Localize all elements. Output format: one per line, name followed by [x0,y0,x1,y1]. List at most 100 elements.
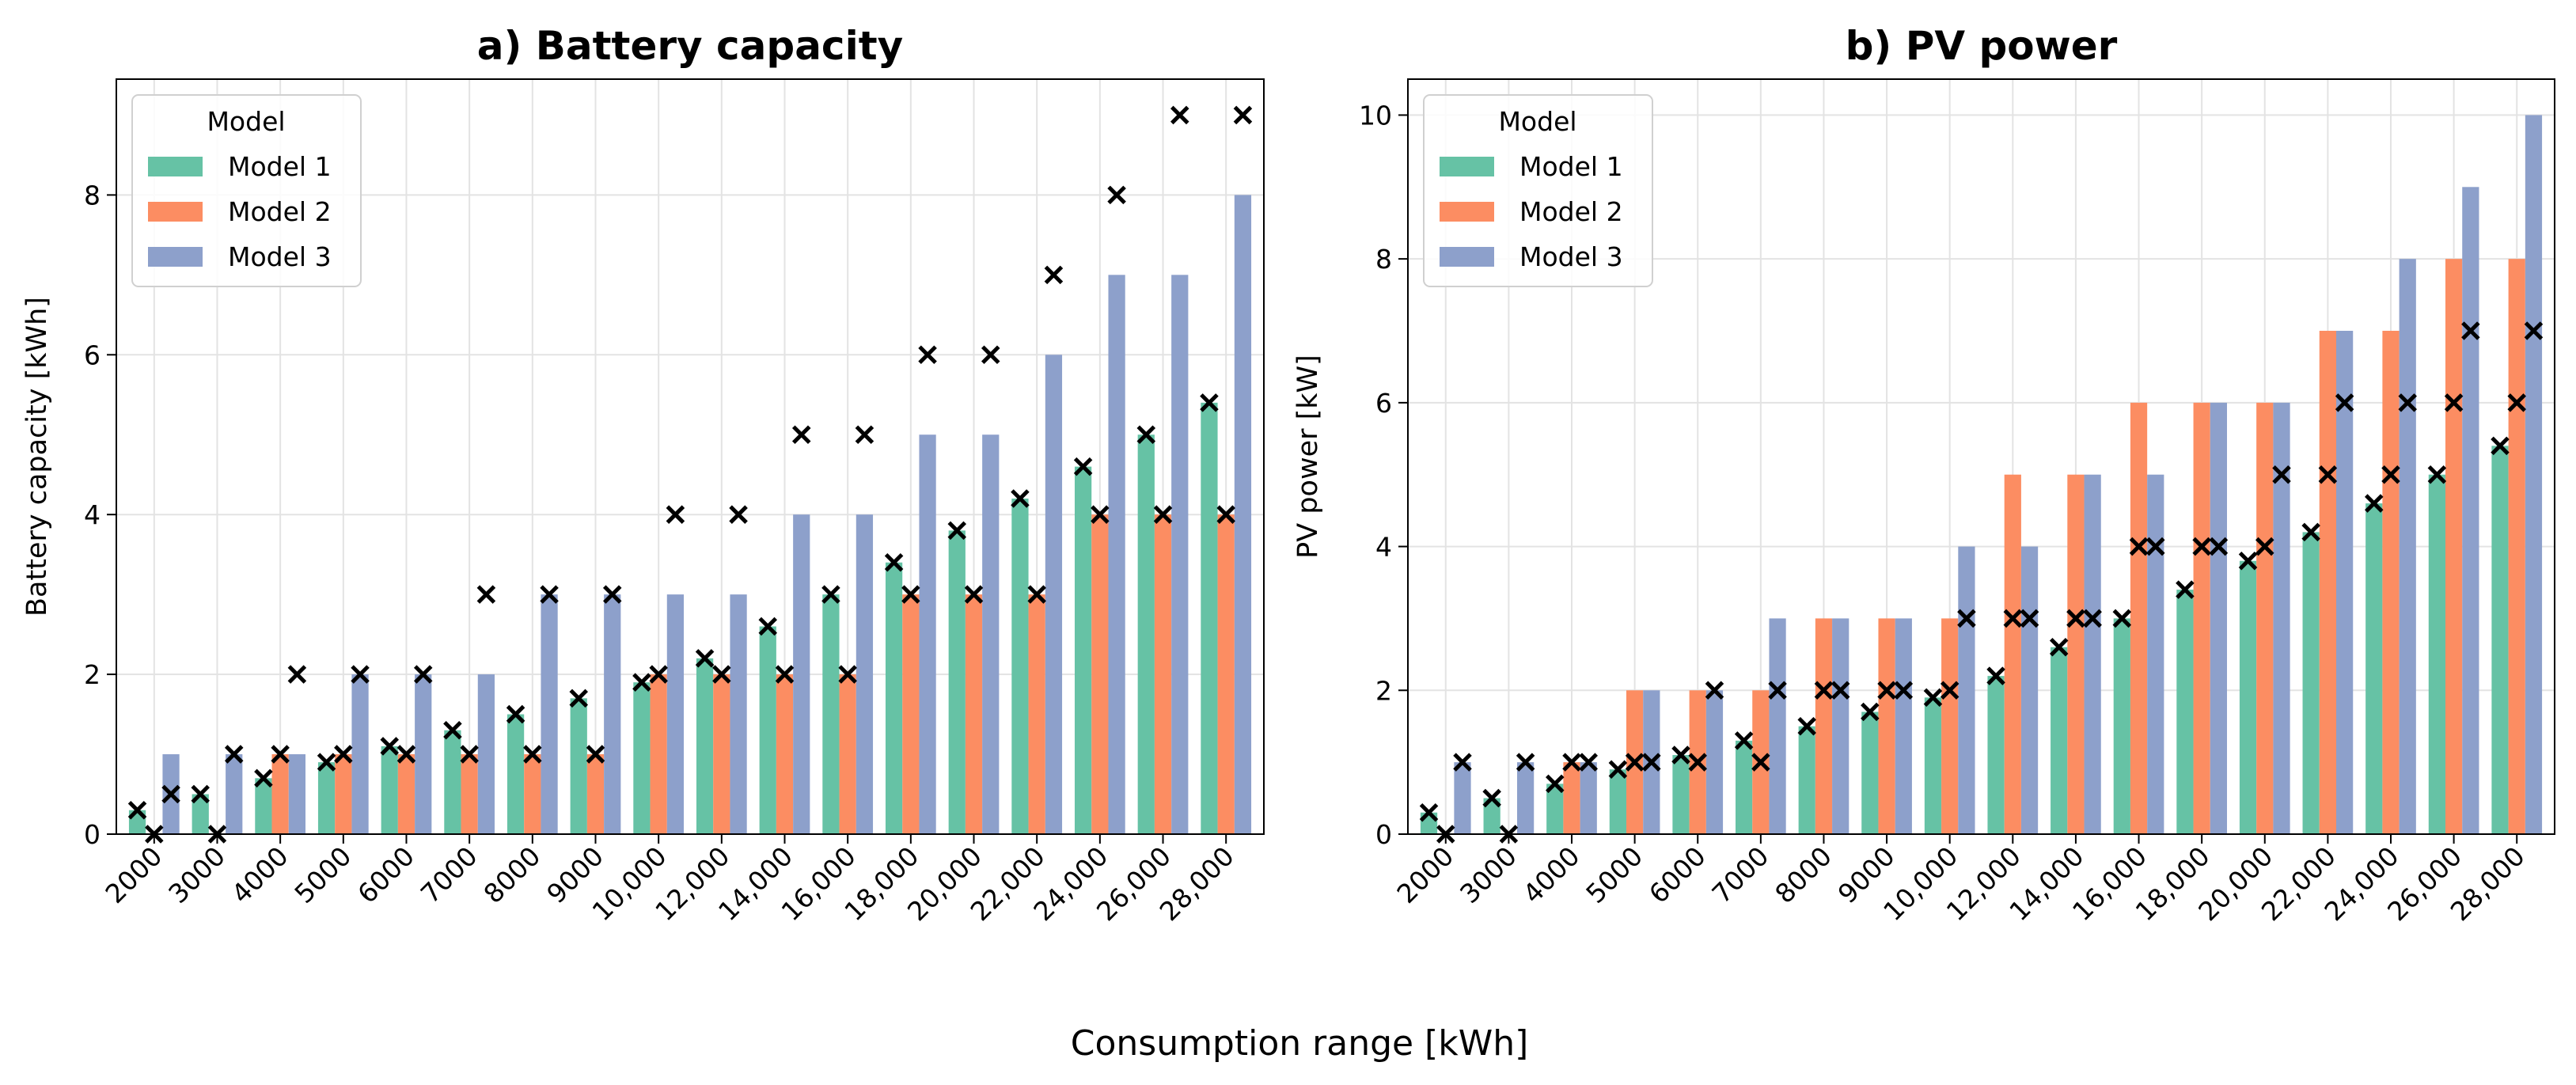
x-marker [1768,681,1787,700]
bar [226,754,243,834]
x-marker [413,665,433,684]
bar [461,754,478,834]
bar [1546,783,1564,834]
x-marker [666,505,685,524]
bar [477,674,495,834]
x-marker [1986,666,2005,685]
x-marker [901,585,920,604]
x-marker [758,616,778,636]
y-tick-label: 4 [1375,532,1392,563]
bar [2491,446,2509,834]
bar [759,626,776,834]
bar [541,594,558,834]
bar [351,674,369,834]
x-marker [1705,681,1724,700]
x-marker [506,704,525,724]
x-marker [1625,753,1645,772]
bar [1736,740,1753,834]
bar [1798,726,1815,834]
bar [1045,355,1063,834]
bar [2147,474,2164,834]
x-marker [1216,505,1235,524]
bar [2319,331,2336,834]
bar [415,674,432,834]
y-tick-label: 10 [1359,100,1392,131]
x-marker [1923,688,1943,708]
legend-box [131,94,362,287]
bar [570,698,587,834]
x-marker [1091,505,1110,524]
bar [1609,769,1626,834]
bar [982,434,1000,834]
legend-label: Model 1 [228,151,332,182]
x-marker [1200,393,1219,412]
x-marker [1233,105,1253,125]
bar [1517,762,1535,834]
bar [1091,514,1109,834]
x-marker [2112,609,2132,628]
bar [1878,618,1895,834]
bar [1201,402,1218,834]
bar [444,730,461,834]
x-marker [729,505,748,524]
bar [1454,762,1471,834]
x-marker [351,665,370,684]
x-marker [2209,537,2229,556]
bar [822,594,840,834]
x-marker [224,745,244,764]
bar [902,594,920,834]
bar [1483,798,1500,834]
x-marker [2444,393,2464,412]
x-marker [586,745,605,764]
bar [2302,532,2320,834]
bar [2336,331,2354,834]
x-marker [1027,585,1046,604]
x-marker [2192,537,2211,556]
x-marker [380,737,400,756]
y-tick-label: 2 [84,659,101,690]
x-marker [2335,393,2354,412]
x-marker [2398,393,2417,412]
x-marker [775,665,795,684]
x-marker [602,585,622,604]
bar [524,754,541,834]
bar [1028,594,1045,834]
x-marker [2049,638,2069,657]
bar [839,674,856,834]
panel-pv-power: 0246810200030004000500060007000800090001… [1292,23,2555,927]
x-marker [1751,753,1770,772]
legend-label: Model 1 [1519,151,1623,182]
x-marker [947,521,967,541]
x-marker [1671,745,1690,764]
legend-swatch [1440,157,1494,176]
x-marker [632,673,651,692]
legend-title: Model [1498,106,1576,137]
bar [192,794,209,834]
legend-swatch [1440,247,1494,267]
x-marker [1170,105,1189,125]
bar [397,754,415,834]
x-marker [1136,425,1156,445]
x-marker [1153,505,1173,524]
x-marker [2318,465,2338,484]
bar [288,754,306,834]
x-marker [1642,753,1661,772]
bar [1154,514,1172,834]
x-marker [460,745,479,764]
bar [1769,618,1786,834]
x-marker [2524,321,2544,340]
x-marker [2507,393,2526,412]
bar [1074,466,1092,834]
bar [1108,275,1125,834]
x-marker [2020,609,2039,628]
x-marker [2238,551,2258,571]
legend-label: Model 3 [228,241,332,272]
bar [255,778,272,834]
x-marker [443,720,462,740]
legend-label: Model 3 [1519,241,1623,272]
bar [2084,474,2101,834]
bar [1217,514,1235,834]
bar [2399,259,2416,835]
x-marker [2255,537,2274,556]
x-marker [2301,522,2320,542]
